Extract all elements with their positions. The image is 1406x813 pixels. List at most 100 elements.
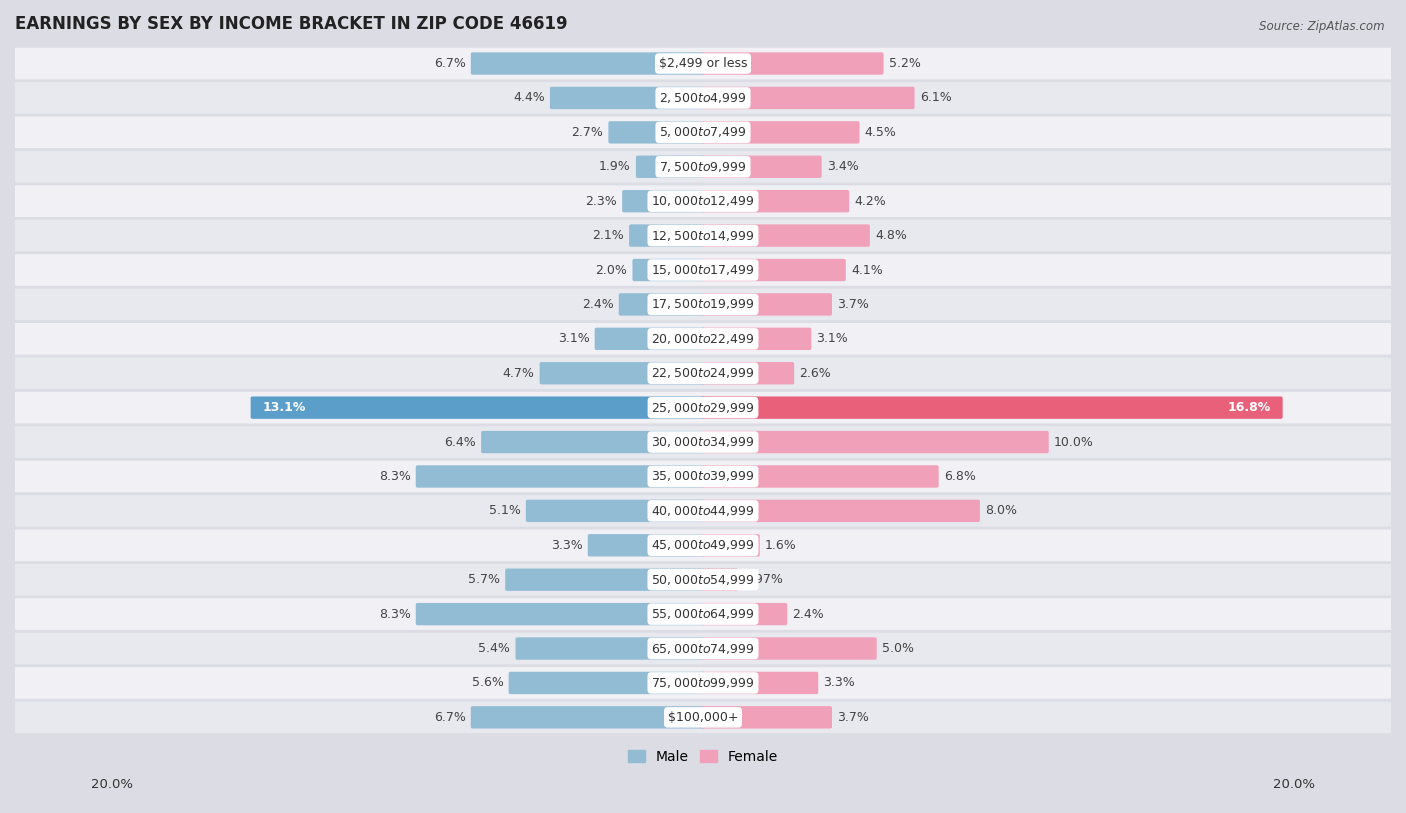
- Text: $7,500 to $9,999: $7,500 to $9,999: [659, 160, 747, 174]
- Text: 8.3%: 8.3%: [378, 470, 411, 483]
- Text: 6.1%: 6.1%: [920, 91, 952, 104]
- Text: 3.7%: 3.7%: [837, 298, 869, 311]
- Text: 6.8%: 6.8%: [943, 470, 976, 483]
- Text: $5,000 to $7,499: $5,000 to $7,499: [659, 125, 747, 139]
- FancyBboxPatch shape: [15, 461, 1391, 493]
- FancyBboxPatch shape: [540, 362, 704, 385]
- FancyBboxPatch shape: [550, 87, 704, 109]
- Text: 6.7%: 6.7%: [434, 57, 465, 70]
- FancyBboxPatch shape: [509, 672, 704, 694]
- FancyBboxPatch shape: [15, 48, 1391, 80]
- Text: 13.1%: 13.1%: [263, 401, 307, 414]
- FancyBboxPatch shape: [505, 568, 704, 591]
- Text: $40,000 to $44,999: $40,000 to $44,999: [651, 504, 755, 518]
- Legend: Male, Female: Male, Female: [623, 744, 783, 769]
- Text: $12,500 to $14,999: $12,500 to $14,999: [651, 228, 755, 242]
- Text: 8.3%: 8.3%: [378, 607, 411, 620]
- FancyBboxPatch shape: [15, 289, 1391, 320]
- FancyBboxPatch shape: [702, 328, 811, 350]
- FancyBboxPatch shape: [15, 495, 1391, 527]
- FancyBboxPatch shape: [15, 151, 1391, 183]
- Text: $75,000 to $99,999: $75,000 to $99,999: [651, 676, 755, 690]
- Text: 3.1%: 3.1%: [817, 333, 848, 346]
- FancyBboxPatch shape: [15, 323, 1391, 354]
- FancyBboxPatch shape: [623, 190, 704, 212]
- Text: 2.0%: 2.0%: [596, 263, 627, 276]
- FancyBboxPatch shape: [702, 259, 846, 281]
- Text: 5.6%: 5.6%: [471, 676, 503, 689]
- Text: 2.4%: 2.4%: [793, 607, 824, 620]
- FancyBboxPatch shape: [481, 431, 704, 453]
- FancyBboxPatch shape: [588, 534, 704, 556]
- Text: $55,000 to $64,999: $55,000 to $64,999: [651, 607, 755, 621]
- FancyBboxPatch shape: [15, 220, 1391, 251]
- FancyBboxPatch shape: [702, 52, 883, 75]
- FancyBboxPatch shape: [609, 121, 704, 144]
- FancyBboxPatch shape: [15, 358, 1391, 389]
- Text: 5.1%: 5.1%: [489, 504, 520, 517]
- Text: 2.6%: 2.6%: [800, 367, 831, 380]
- Text: 4.5%: 4.5%: [865, 126, 897, 139]
- FancyBboxPatch shape: [15, 633, 1391, 664]
- FancyBboxPatch shape: [702, 534, 759, 556]
- FancyBboxPatch shape: [702, 397, 1282, 419]
- FancyBboxPatch shape: [702, 121, 859, 144]
- FancyBboxPatch shape: [702, 293, 832, 315]
- Text: $30,000 to $34,999: $30,000 to $34,999: [651, 435, 755, 449]
- FancyBboxPatch shape: [471, 706, 704, 728]
- FancyBboxPatch shape: [702, 87, 914, 109]
- Text: 4.2%: 4.2%: [855, 194, 886, 207]
- Text: 1.6%: 1.6%: [765, 539, 797, 552]
- Text: 3.1%: 3.1%: [558, 333, 589, 346]
- Text: 2.7%: 2.7%: [571, 126, 603, 139]
- Text: $45,000 to $49,999: $45,000 to $49,999: [651, 538, 755, 552]
- FancyBboxPatch shape: [702, 500, 980, 522]
- FancyBboxPatch shape: [702, 706, 832, 728]
- Text: $25,000 to $29,999: $25,000 to $29,999: [651, 401, 755, 415]
- FancyBboxPatch shape: [15, 185, 1391, 217]
- FancyBboxPatch shape: [416, 603, 704, 625]
- Text: $20,000 to $22,499: $20,000 to $22,499: [651, 332, 755, 346]
- Text: 20.0%: 20.0%: [91, 778, 134, 791]
- FancyBboxPatch shape: [702, 190, 849, 212]
- Text: 4.8%: 4.8%: [875, 229, 907, 242]
- Text: 5.7%: 5.7%: [468, 573, 501, 586]
- Text: $2,500 to $4,999: $2,500 to $4,999: [659, 91, 747, 105]
- FancyBboxPatch shape: [702, 362, 794, 385]
- FancyBboxPatch shape: [526, 500, 704, 522]
- FancyBboxPatch shape: [15, 254, 1391, 286]
- Text: 2.3%: 2.3%: [585, 194, 617, 207]
- Text: 20.0%: 20.0%: [1272, 778, 1315, 791]
- FancyBboxPatch shape: [15, 598, 1391, 630]
- FancyBboxPatch shape: [702, 568, 738, 591]
- FancyBboxPatch shape: [702, 465, 939, 488]
- FancyBboxPatch shape: [15, 426, 1391, 458]
- Text: $10,000 to $12,499: $10,000 to $12,499: [651, 194, 755, 208]
- Text: 5.2%: 5.2%: [889, 57, 921, 70]
- FancyBboxPatch shape: [416, 465, 704, 488]
- FancyBboxPatch shape: [15, 116, 1391, 148]
- Text: $100,000+: $100,000+: [668, 711, 738, 724]
- Text: 5.0%: 5.0%: [882, 642, 914, 655]
- Text: 3.3%: 3.3%: [551, 539, 582, 552]
- FancyBboxPatch shape: [702, 431, 1049, 453]
- Text: 8.0%: 8.0%: [986, 504, 1017, 517]
- FancyBboxPatch shape: [636, 155, 704, 178]
- FancyBboxPatch shape: [15, 529, 1391, 561]
- Text: Source: ZipAtlas.com: Source: ZipAtlas.com: [1260, 20, 1385, 33]
- Text: 6.7%: 6.7%: [434, 711, 465, 724]
- FancyBboxPatch shape: [702, 155, 821, 178]
- Text: 5.4%: 5.4%: [478, 642, 510, 655]
- FancyBboxPatch shape: [250, 397, 704, 419]
- FancyBboxPatch shape: [702, 637, 877, 659]
- FancyBboxPatch shape: [15, 392, 1391, 424]
- FancyBboxPatch shape: [516, 637, 704, 659]
- Text: $35,000 to $39,999: $35,000 to $39,999: [651, 469, 755, 484]
- FancyBboxPatch shape: [702, 224, 870, 247]
- FancyBboxPatch shape: [15, 564, 1391, 596]
- FancyBboxPatch shape: [633, 259, 704, 281]
- FancyBboxPatch shape: [619, 293, 704, 315]
- Text: 0.97%: 0.97%: [744, 573, 783, 586]
- Text: $17,500 to $19,999: $17,500 to $19,999: [651, 298, 755, 311]
- Text: 6.4%: 6.4%: [444, 436, 477, 449]
